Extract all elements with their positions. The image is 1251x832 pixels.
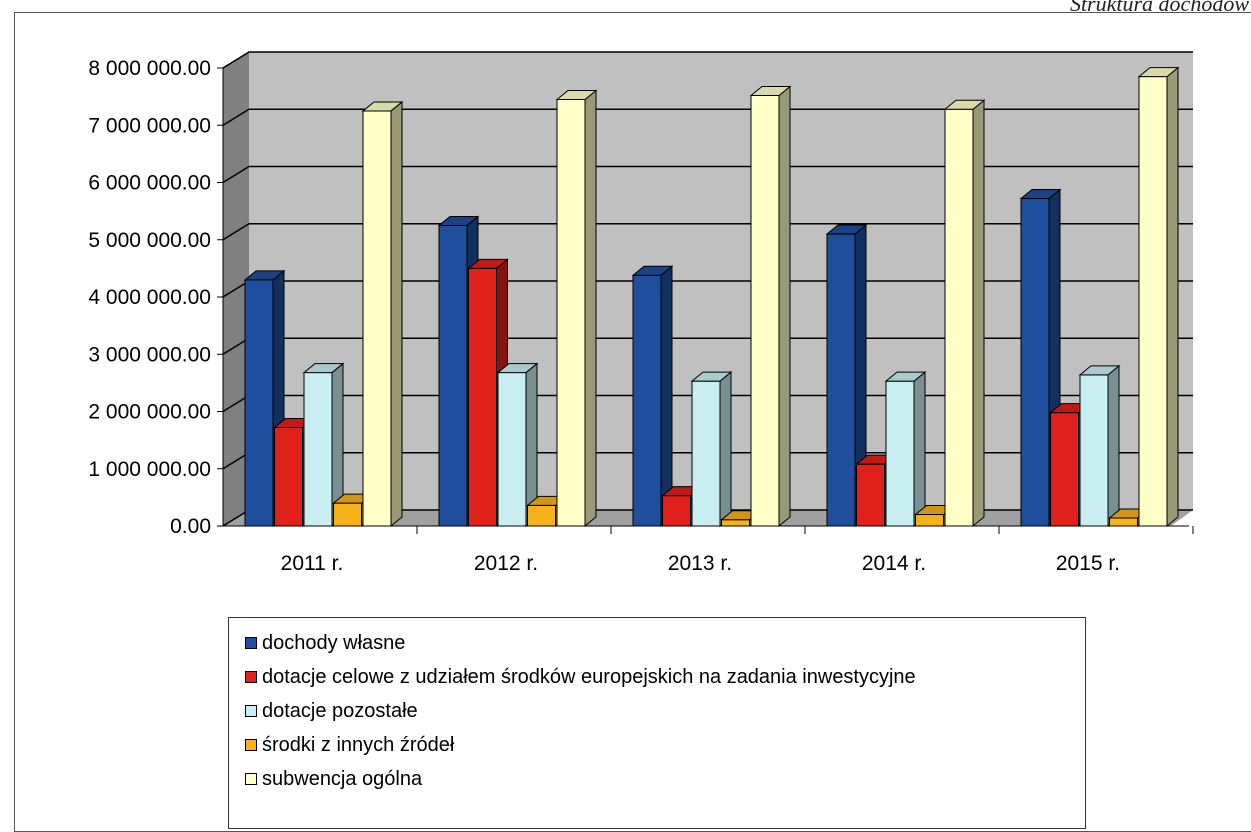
bar	[1050, 412, 1079, 527]
legend-swatch	[245, 705, 257, 717]
bar	[856, 463, 885, 527]
bar-top	[437, 215, 480, 226]
bar	[1079, 374, 1109, 527]
bar-side	[390, 100, 403, 528]
legend-label: dotacje pozostałe	[262, 699, 418, 722]
bar-top	[690, 371, 733, 382]
legend-item: dotacje pozostałe	[229, 694, 1085, 728]
y-tick-label: 7 000 000.00	[88, 114, 211, 137]
bar-side	[778, 85, 791, 528]
bar	[750, 94, 780, 527]
bar-top	[1137, 67, 1180, 78]
bar-top	[361, 101, 404, 112]
gridline	[222, 108, 1193, 126]
bar	[244, 279, 274, 527]
bar	[915, 514, 944, 527]
bar	[497, 372, 527, 527]
legend-item: dochody własne	[229, 626, 1085, 660]
legend-label: środki z innych źródeł	[262, 733, 455, 756]
chart-legend: dochody własne dotacje celowe z udziałem …	[228, 617, 1086, 829]
bar-top	[884, 371, 927, 382]
legend-label: subwencja ogólna	[262, 767, 423, 790]
bar	[1138, 76, 1168, 527]
gridline	[222, 223, 1193, 241]
bar-top	[749, 85, 792, 96]
bar	[632, 274, 662, 527]
bar	[944, 108, 974, 527]
bar-chart: 0.00 1 000 000.00 2 000 000.00 3 000 000.00…	[88, 51, 1194, 575]
bar-side	[719, 371, 732, 528]
bar	[885, 380, 915, 527]
y-tick-label: 4 000 000.00	[88, 286, 211, 309]
bar-top	[243, 270, 286, 281]
bar-side	[972, 99, 985, 528]
gridline	[222, 165, 1193, 184]
bar	[1109, 517, 1138, 527]
y-tick-label: 2 000 000.00	[88, 401, 211, 424]
legend-swatch	[245, 671, 257, 683]
bar	[556, 98, 586, 527]
bar-top	[1078, 365, 1121, 376]
bar-top	[943, 99, 986, 110]
x-tick-label: 2012 r.	[474, 552, 538, 575]
bar	[721, 519, 750, 527]
chart-frame: 0.00 1 000 000.00 2 000 000.00 3 000 000.00…	[14, 12, 1251, 832]
bar-top	[1019, 189, 1062, 200]
bar-side	[584, 89, 597, 528]
bar	[274, 427, 303, 527]
bar	[826, 233, 856, 527]
bar-top	[631, 265, 674, 276]
y-tick-label: 1 000 000.00	[88, 458, 211, 481]
legend-label: dotacje celowe z udziałem środków europe…	[262, 665, 916, 688]
bar	[1020, 198, 1050, 527]
bar-side	[1107, 364, 1120, 528]
bar-top	[496, 363, 539, 374]
bar	[691, 380, 721, 527]
x-tick-label: 2014 r.	[862, 552, 926, 575]
x-tick-label: 2011 r.	[281, 552, 344, 575]
bar-top	[555, 89, 598, 100]
y-tick-label: 5 000 000.00	[88, 229, 211, 252]
bar	[527, 504, 556, 527]
legend-swatch	[245, 637, 257, 649]
bar	[333, 502, 362, 527]
x-tick-label: 2013 r.	[668, 552, 732, 575]
legend-swatch	[245, 773, 257, 785]
y-tick-label: 0.00	[170, 515, 211, 538]
y-tick-label: 3 000 000.00	[88, 343, 211, 366]
legend-item: dotacje celowe z udziałem środków europe…	[229, 660, 1085, 694]
bar-side	[913, 371, 926, 528]
legend-label: dochody własne	[262, 631, 406, 654]
bar-side	[1166, 66, 1179, 528]
y-tick-label: 6 000 000.00	[88, 172, 211, 195]
bar-top	[825, 224, 868, 235]
legend-item: środki z innych źródeł	[229, 728, 1085, 762]
y-tick-label: 8 000 000.00	[88, 57, 211, 80]
bar-top	[302, 363, 345, 374]
bar	[662, 495, 691, 527]
bar	[468, 267, 497, 527]
bar	[303, 372, 333, 527]
bar	[362, 110, 392, 527]
bar	[438, 224, 468, 527]
bar-top	[467, 258, 509, 269]
gridline	[222, 51, 1193, 69]
bar-side	[660, 265, 673, 528]
x-tick-label: 2015 r.	[1056, 552, 1120, 575]
legend-swatch	[245, 739, 257, 751]
legend-item: subwencja ogólna	[229, 762, 1085, 796]
